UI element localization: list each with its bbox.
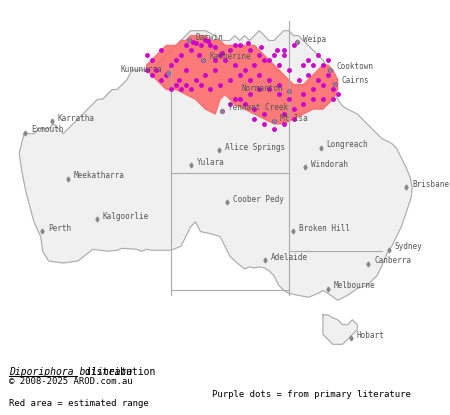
Text: Katherine: Katherine — [209, 52, 251, 61]
Text: Alice Springs: Alice Springs — [225, 143, 285, 152]
Text: Darwin: Darwin — [195, 33, 223, 42]
Text: distribution: distribution — [79, 367, 155, 377]
Text: Perth: Perth — [48, 224, 72, 233]
Text: Brisbane: Brisbane — [412, 180, 450, 189]
Text: Kununurra: Kununurra — [121, 65, 162, 74]
Text: Broken Hill: Broken Hill — [299, 224, 350, 233]
Text: Kalgoorlie: Kalgoorlie — [103, 212, 149, 221]
Text: Tennant Creek: Tennant Creek — [228, 103, 288, 112]
Text: Hobart: Hobart — [356, 331, 384, 340]
Polygon shape — [323, 315, 357, 344]
Text: Melbourne: Melbourne — [333, 281, 375, 290]
Polygon shape — [147, 36, 338, 124]
Text: Red area = estimated range: Red area = estimated range — [9, 399, 149, 408]
Text: © 2008-2025 AROD.com.au: © 2008-2025 AROD.com.au — [9, 377, 133, 386]
Text: Meekatharra: Meekatharra — [74, 171, 125, 180]
Text: Purple dots = from primary literature: Purple dots = from primary literature — [212, 390, 410, 399]
Text: Adelaide: Adelaide — [271, 253, 308, 262]
Text: Weipa: Weipa — [303, 35, 326, 44]
Text: Sydney: Sydney — [395, 242, 423, 251]
Text: Coober Pedy: Coober Pedy — [233, 195, 284, 204]
Text: Karratha: Karratha — [58, 114, 95, 123]
Text: Mt Isa: Mt Isa — [280, 114, 307, 123]
Text: Canberra: Canberra — [374, 256, 411, 265]
Text: Yulara: Yulara — [197, 158, 224, 167]
Text: Diporiphora bilineata: Diporiphora bilineata — [9, 367, 132, 377]
Text: Exmouth: Exmouth — [31, 125, 63, 134]
Text: Normanton: Normanton — [242, 84, 284, 93]
Text: Longreach: Longreach — [326, 140, 368, 149]
Text: Cairns: Cairns — [342, 76, 369, 85]
Text: Cooktown: Cooktown — [336, 62, 373, 71]
Polygon shape — [19, 31, 412, 300]
Text: Windorah: Windorah — [311, 160, 348, 169]
